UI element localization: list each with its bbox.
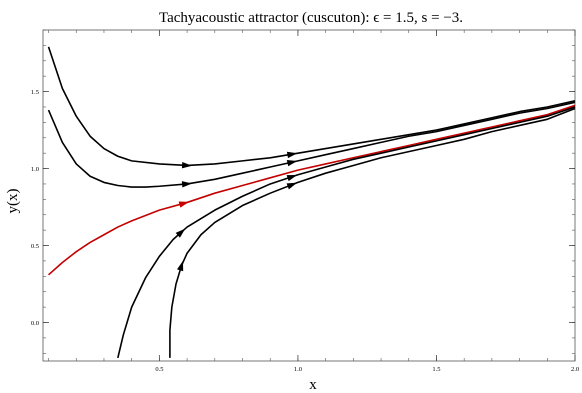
series-line-5: [169, 107, 576, 358]
series-arrow-5: [177, 260, 184, 272]
plot-frame: [42, 29, 576, 362]
x-tick-label: 2.0: [571, 366, 579, 373]
y-tick-label: 1.0: [31, 166, 39, 173]
series-line-4: [117, 106, 576, 359]
series-arrow-2: [286, 160, 298, 167]
series-arrow-1: [181, 162, 193, 169]
series-arrow-1: [286, 151, 298, 159]
x-tick-label: 0.5: [155, 366, 163, 373]
chart-title: Tachyacoustic attractor (cuscuton): ϵ = …: [159, 10, 463, 26]
axis-ticks: 0.5 1.0 1.5 2.0 0.0 0.5 1.0 1.5: [31, 29, 579, 373]
series-line-3: [48, 104, 576, 276]
series-arrow-5: [286, 182, 298, 190]
series-line-2: [47, 101, 576, 188]
series-arrow-2: [181, 181, 193, 188]
x-tick-label: 1.0: [294, 366, 302, 373]
y-tick-label: 0.5: [31, 243, 39, 250]
series-arrow-4: [286, 174, 298, 182]
x-axis-label: x: [309, 377, 317, 393]
y-tick-label: 0.0: [31, 320, 39, 327]
y-tick-label: 1.5: [31, 89, 39, 96]
series-arrow-4: [175, 228, 186, 238]
x-tick-label: 1.5: [432, 366, 440, 373]
series-line-1: [47, 46, 576, 167]
y-axis-label: y(x): [5, 189, 21, 214]
series-group: [47, 46, 576, 359]
series-arrow-3: [178, 201, 190, 208]
